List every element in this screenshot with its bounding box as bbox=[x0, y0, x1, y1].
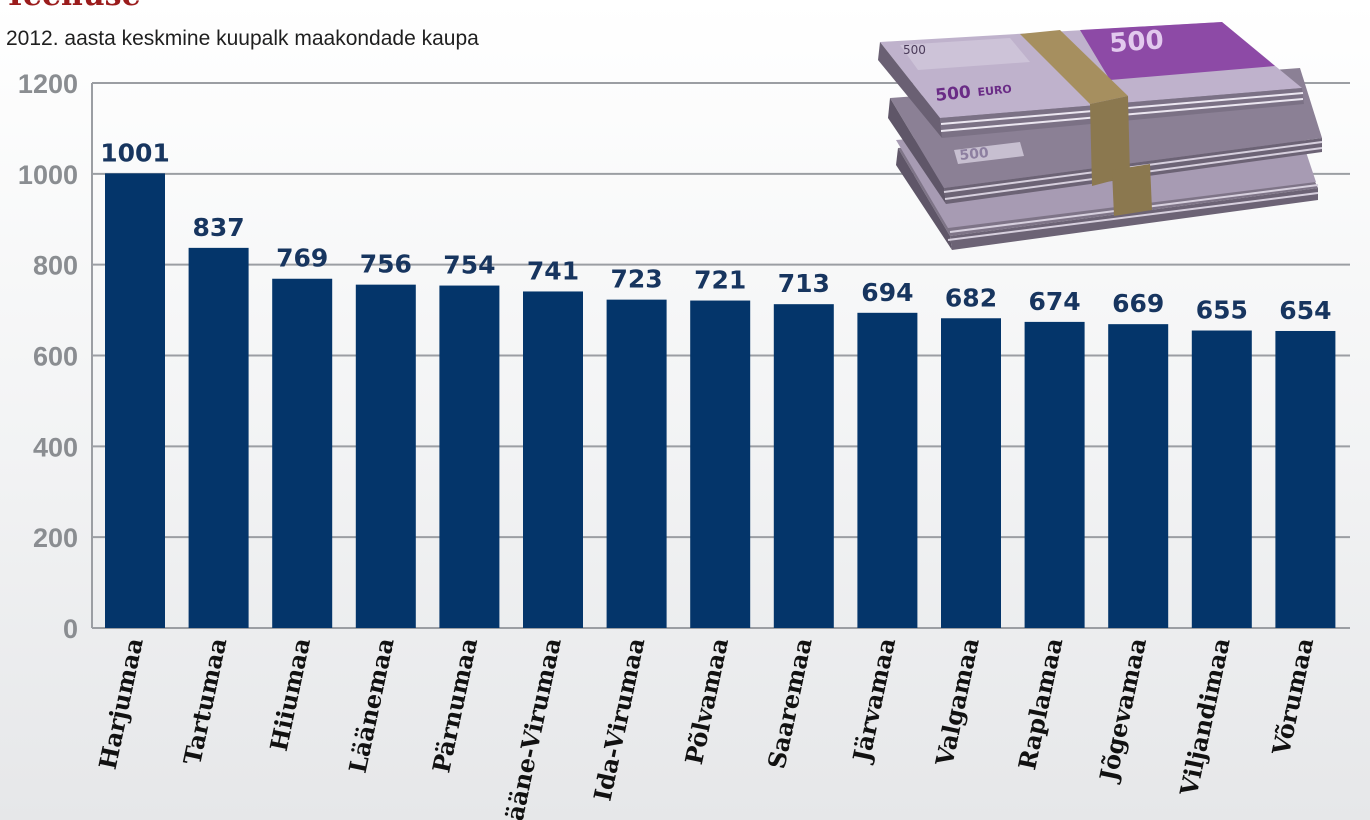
y-tick-label: 800 bbox=[33, 251, 78, 281]
note-side-number: 500 bbox=[959, 145, 990, 164]
page-heading: Teenuse bbox=[4, 0, 141, 12]
bar-value-label: 713 bbox=[778, 269, 830, 298]
bar-value-label: 754 bbox=[443, 251, 495, 280]
category-label: Raplamaa bbox=[1012, 635, 1068, 772]
bar bbox=[355, 284, 416, 628]
y-tick-label: 1200 bbox=[18, 69, 78, 99]
value-labels: 1001 837 769 756 754 741 723 721 713 694 682 674 669… bbox=[100, 138, 1331, 325]
note-big-number: 500 bbox=[1108, 25, 1164, 59]
note-denomination: 500 bbox=[934, 82, 972, 106]
category-label: Lääne-Virumaa bbox=[496, 635, 567, 820]
note-currency: EURO bbox=[977, 82, 1012, 99]
category-label: Tartumaa bbox=[177, 635, 232, 767]
bars bbox=[105, 173, 1336, 629]
category-label: Läänemaa bbox=[343, 635, 400, 775]
chart-subtitle: 2012. aasta keskmine kuupalk maakondade … bbox=[6, 27, 479, 50]
bar bbox=[105, 173, 165, 629]
bar-value-label: 694 bbox=[861, 278, 913, 307]
bar bbox=[272, 278, 333, 628]
bar bbox=[857, 312, 918, 628]
bar-value-label: 756 bbox=[360, 250, 412, 279]
note-corner-number: 500 bbox=[903, 43, 926, 57]
bar bbox=[606, 299, 667, 628]
category-label: Pärnumaa bbox=[426, 635, 483, 775]
bar-value-label: 723 bbox=[611, 265, 663, 294]
bar bbox=[439, 285, 500, 628]
category-label: Valgamaa bbox=[929, 635, 985, 769]
bar bbox=[188, 247, 249, 629]
y-tick-label: 400 bbox=[33, 432, 78, 462]
category-label: Järvamaa bbox=[846, 635, 901, 766]
category-label: Viljandimaa bbox=[1174, 635, 1236, 799]
bar bbox=[690, 300, 751, 628]
bar bbox=[1108, 324, 1169, 628]
bar-value-label: 669 bbox=[1112, 289, 1164, 318]
bar bbox=[523, 291, 583, 628]
bar-value-label: 674 bbox=[1029, 287, 1081, 316]
heading-clip: Teenuse bbox=[0, 0, 400, 12]
category-label: Saaremaa bbox=[762, 635, 818, 771]
category-label: Jõgevamaa bbox=[1093, 635, 1152, 785]
bar-value-label: 682 bbox=[945, 283, 997, 312]
bar-value-label: 837 bbox=[193, 213, 245, 242]
money-stack-illustration: 500 EURO 500 500 500 bbox=[878, 22, 1323, 250]
bar bbox=[1191, 330, 1252, 628]
y-tick-label: 1000 bbox=[18, 160, 78, 190]
bar-value-label: 654 bbox=[1279, 296, 1331, 325]
category-label: Ida-Virumaa bbox=[588, 635, 651, 803]
bar bbox=[1024, 321, 1085, 628]
y-tick-label: 600 bbox=[33, 342, 78, 372]
y-tick-label: 200 bbox=[33, 523, 78, 553]
bar-value-label: 1001 bbox=[100, 138, 170, 167]
bar bbox=[1275, 330, 1336, 628]
category-labels: Harjumaa Tartumaa Hiiumaa Läänemaa Pärnumaa L… bbox=[93, 635, 1320, 820]
bar-value-label: 769 bbox=[276, 244, 328, 273]
bar-value-label: 721 bbox=[694, 266, 746, 295]
category-label: Harjumaa bbox=[93, 635, 149, 772]
category-label: Hiiumaa bbox=[264, 635, 316, 753]
category-label: Võrumaa bbox=[1266, 635, 1319, 758]
bar-value-label: 741 bbox=[527, 256, 579, 285]
bar bbox=[773, 304, 834, 628]
category-label: Põlvamaa bbox=[679, 635, 734, 767]
bar-value-label: 655 bbox=[1196, 296, 1248, 325]
bar bbox=[941, 318, 1001, 628]
y-tick-label: 0 bbox=[63, 614, 78, 644]
